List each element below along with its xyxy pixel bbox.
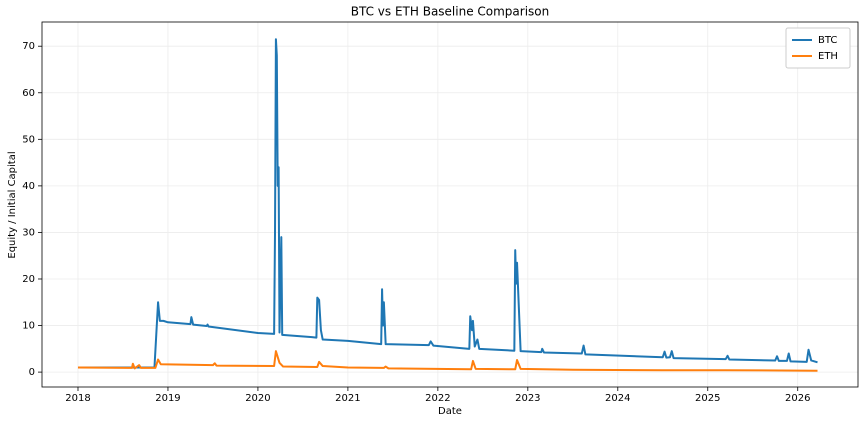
- chart-title: BTC vs ETH Baseline Comparison: [351, 5, 550, 19]
- x-tick-label: 2026: [785, 393, 810, 404]
- x-tick-label: 2021: [335, 393, 360, 404]
- x-axis-label: Date: [438, 406, 462, 417]
- legend-box: [785, 27, 851, 69]
- x-tick-label: 2018: [65, 393, 90, 404]
- x-tick-label: 2020: [245, 393, 270, 404]
- legend-label: ETH: [818, 51, 838, 62]
- y-tick-label: 40: [22, 181, 35, 192]
- y-axis-label: Equity / Initial Capital: [7, 151, 18, 258]
- y-tick-label: 30: [22, 227, 35, 238]
- data-line: [77, 38, 818, 369]
- legend-label: BTC: [818, 35, 837, 46]
- x-tick-label: 2023: [515, 393, 540, 404]
- x-tick-label: 2024: [605, 393, 630, 404]
- legend: BTC ETH: [785, 27, 851, 69]
- y-tick-label: 60: [22, 88, 35, 99]
- data-line: [77, 350, 818, 372]
- plot-frame: [41, 21, 859, 388]
- x-tick-label: 2025: [695, 393, 720, 404]
- y-tick-label: 10: [22, 321, 35, 332]
- y-tick-label: 50: [22, 134, 35, 145]
- y-tick-label: 20: [22, 274, 35, 285]
- y-tick-label: 70: [22, 41, 35, 52]
- x-tick-label: 2022: [425, 393, 450, 404]
- y-tick-label: 0: [29, 367, 35, 378]
- x-tick-label: 2019: [155, 393, 180, 404]
